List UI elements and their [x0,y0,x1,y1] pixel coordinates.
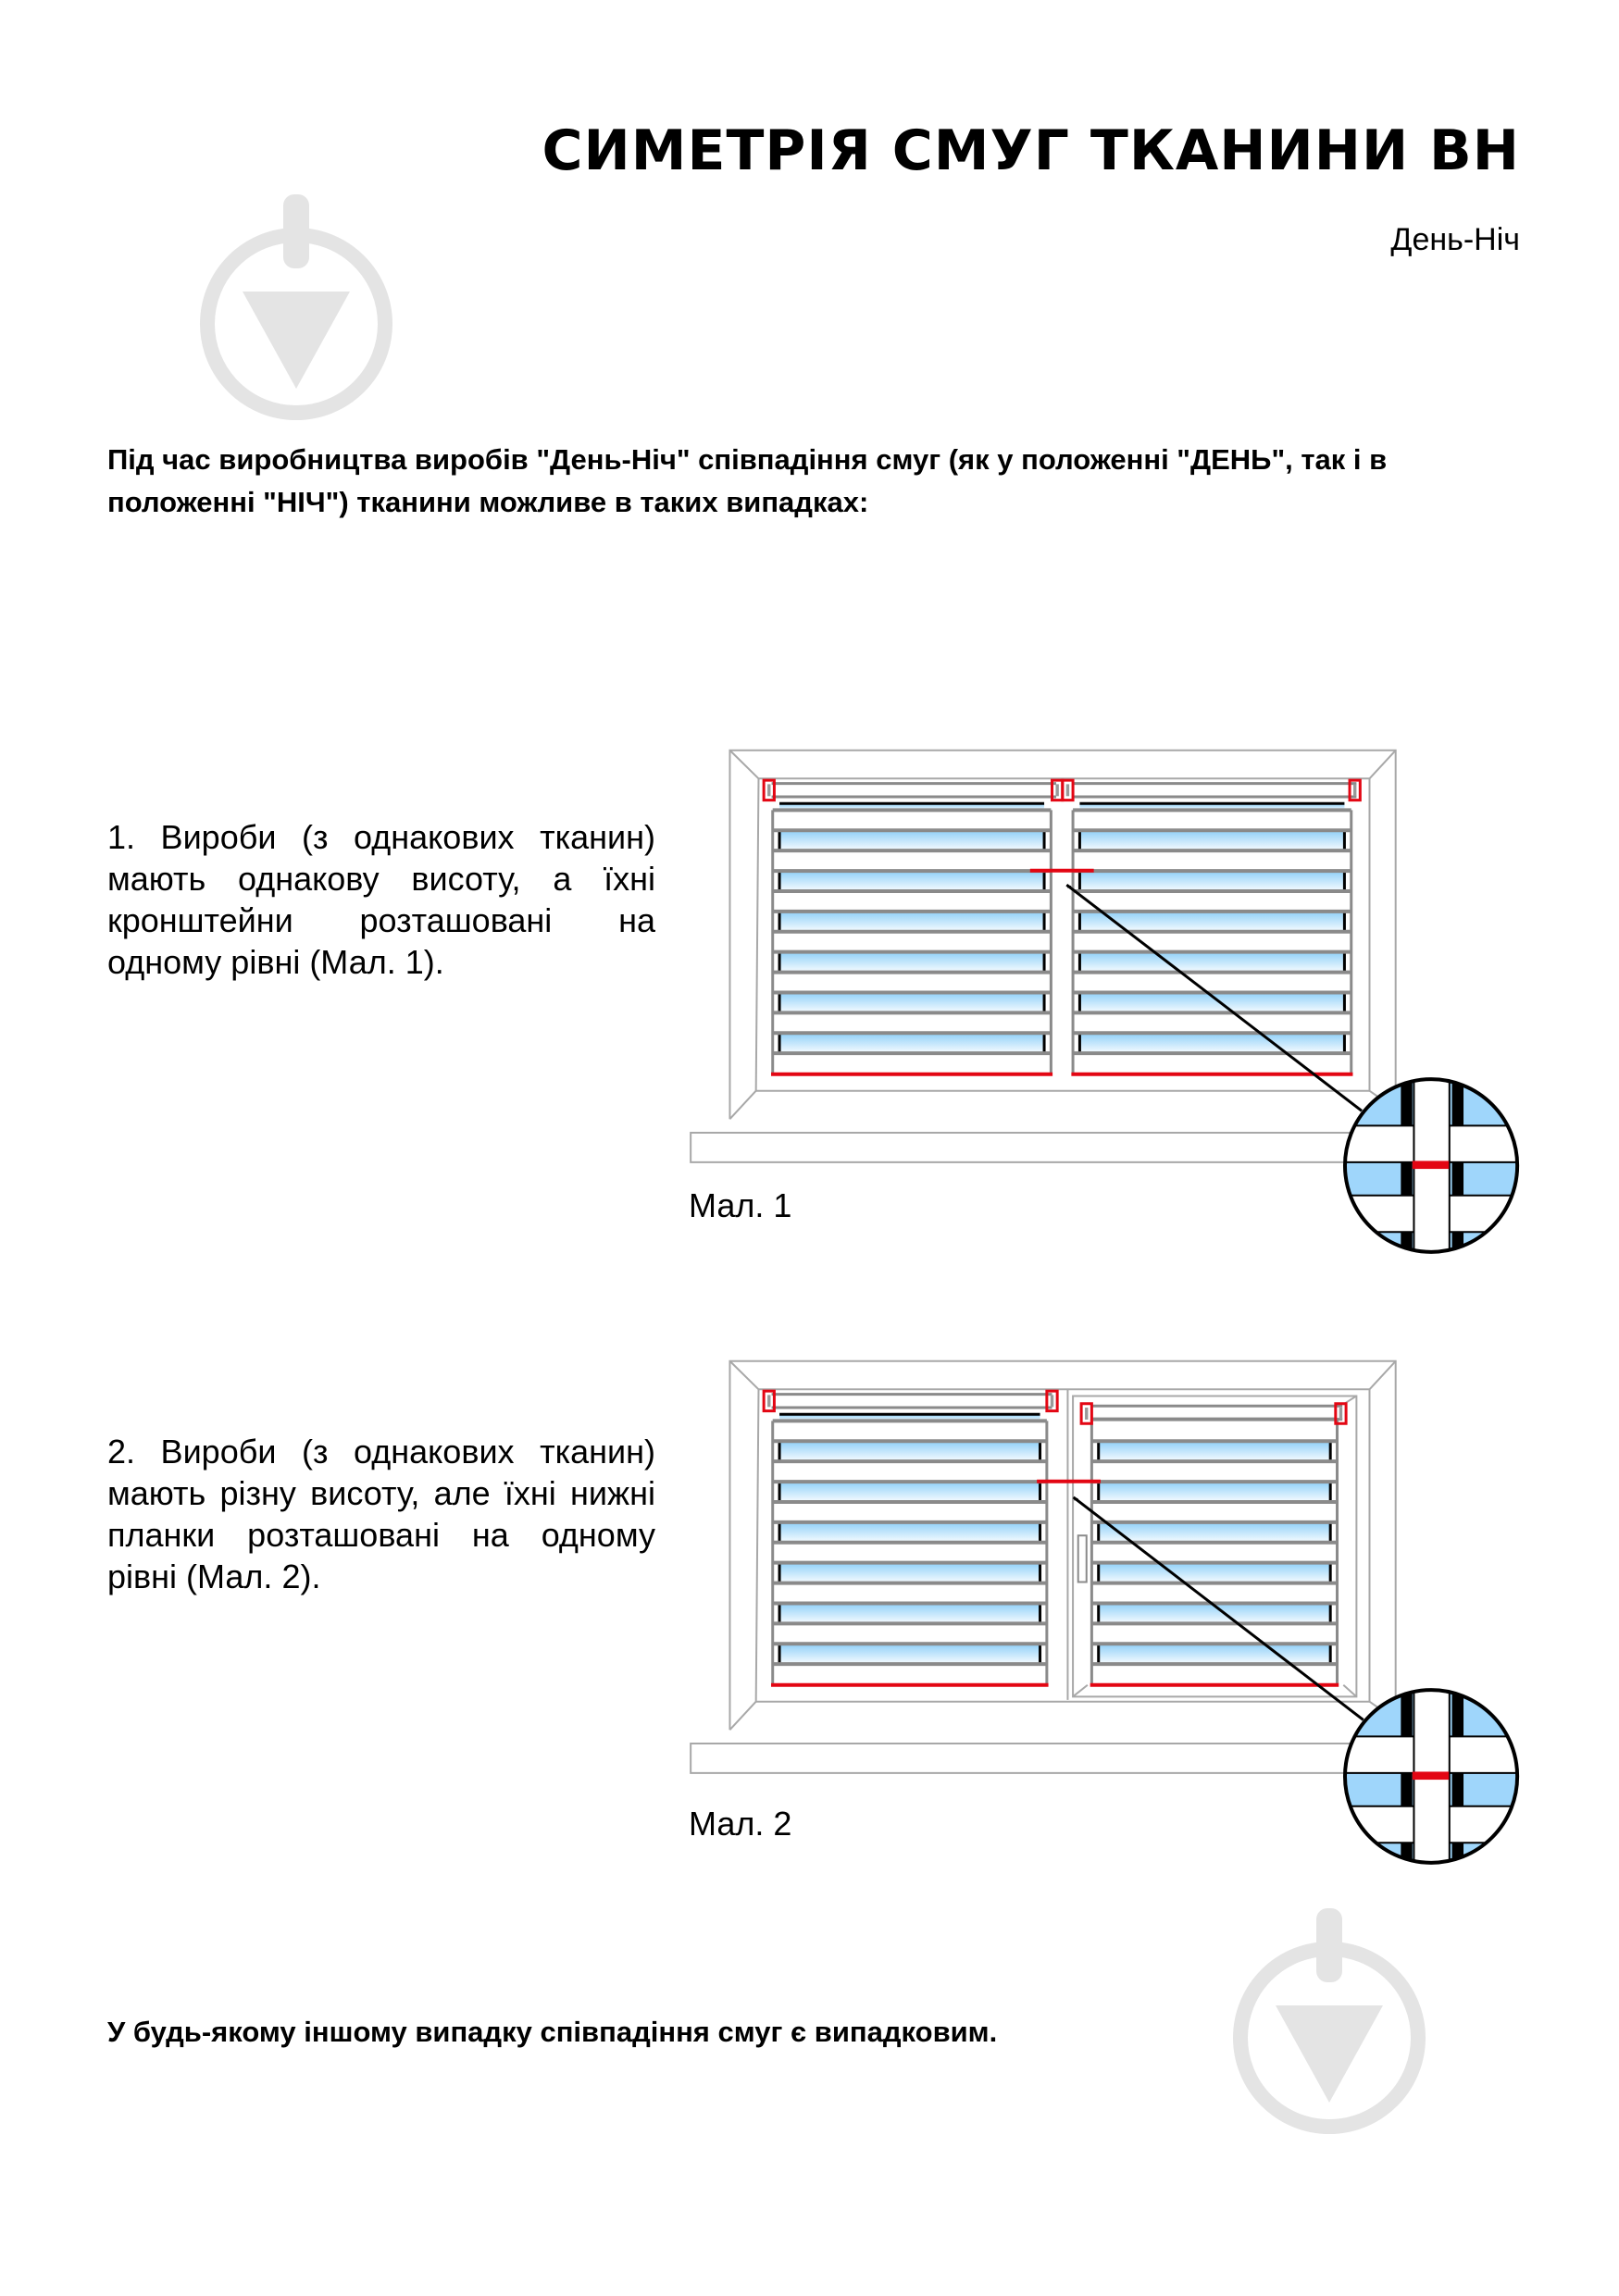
intro-paragraph: Під час виробництва виробів "День-Ніч" с… [107,443,1388,518]
roller-blind [1071,803,1352,1074]
sheer-stripe [779,992,1045,1013]
roller-blind [771,1414,1049,1685]
roller-blind [771,803,1052,1074]
sheer-stripe [779,1603,1040,1624]
sheer-stripe [1079,911,1345,932]
sheer-stripe [1079,1033,1345,1054]
opaque-stripe [772,1542,1047,1563]
sheer-stripe [1079,951,1345,973]
opaque-stripe [772,1664,1047,1685]
figure-1-caption: Мал. 1 [689,1186,792,1224]
sheer-stripe [779,1562,1040,1583]
magnifier-detail-icon [1344,1690,1518,1863]
bracket [1047,1391,1057,1411]
opaque-stripe [1091,1461,1338,1483]
bracket [1336,1404,1346,1424]
opaque-stripe [1073,810,1351,831]
window-frame [729,1361,1395,1730]
figure-2-caption: Мал. 2 [689,1805,792,1843]
opaque-stripe [772,1623,1047,1644]
opaque-stripe [1073,931,1351,952]
arrow-icon [1066,885,1362,1111]
page-title: СИМЕТРІЯ СМУГ ТКАНИНИ ВН [542,118,1520,183]
opaque-stripe [1073,972,1351,993]
sheer-stripe [1098,1482,1331,1502]
sheer-stripe [779,1644,1040,1665]
opaque-stripe [1091,1623,1338,1644]
opaque-stripe [1073,1012,1351,1034]
sheer-stripe [1079,992,1345,1013]
page-subtitle: День-Ніч [1390,222,1520,257]
sheer-stripe [1098,1603,1331,1624]
sheer-stripe [779,871,1045,891]
figure-1-window-diagram [722,740,1537,1259]
opaque-stripe [772,1421,1047,1442]
opaque-stripe [772,1461,1047,1483]
bracket [764,1391,774,1411]
roller-blind [1090,1420,1339,1685]
opaque-stripe [1091,1542,1338,1563]
case-1-text: 1. Вироби (з однакових тканин) мають одн… [107,818,655,981]
opaque-stripe [772,890,1052,912]
sheer-stripe [1098,1644,1331,1665]
opaque-stripe [772,810,1052,831]
sheer-stripe [779,830,1045,851]
opaque-stripe [772,931,1052,952]
window-sash [1073,1396,1356,1696]
sheer-stripe [1098,1562,1331,1583]
conclusion-text: У будь-якому іншому випадку співпадіння … [107,2016,998,2048]
opaque-stripe [772,1053,1052,1074]
opaque-stripe [1091,1501,1338,1522]
window-handle [1078,1535,1087,1582]
opaque-stripe [1091,1582,1338,1604]
opaque-stripe [772,972,1052,993]
bracket [1350,780,1360,800]
window-sill [691,1744,1369,1773]
opaque-stripe [772,1012,1052,1034]
window-frame [729,751,1395,1119]
window-reveal [756,1389,1370,1701]
case-2-text: 2. Вироби (з однакових тканин) мають різ… [107,1433,655,1595]
watermark-logo-icon [200,194,392,420]
sheer-stripe [779,951,1045,973]
sheer-stripe [779,1033,1045,1054]
sheer-stripe [1079,830,1345,851]
sheer-stripe [779,1482,1040,1502]
sheer-stripe [1098,1521,1331,1543]
figure-2-window-diagram [722,1351,1537,1869]
watermark-logo-icon [1233,1908,1426,2134]
opaque-stripe [1073,1053,1351,1074]
opaque-stripe [1073,850,1351,872]
window-reveal [756,778,1370,1090]
opaque-stripe [1073,890,1351,912]
bracket [1063,780,1073,800]
bracket [1081,1404,1091,1424]
opaque-stripe [772,1501,1047,1522]
sheer-stripe [779,911,1045,932]
magnifier-detail-icon [1344,1079,1518,1252]
opaque-stripe [1091,1419,1338,1442]
arrow-icon [1074,1497,1364,1720]
window-sill [691,1133,1369,1162]
sheer-stripe [779,1441,1040,1462]
sheer-stripe [779,1521,1040,1543]
bracket [764,780,774,800]
sheer-stripe [1079,871,1345,891]
opaque-stripe [772,1582,1047,1604]
sheer-stripe [1098,1441,1331,1462]
opaque-stripe [772,850,1052,872]
opaque-stripe [1091,1664,1338,1685]
